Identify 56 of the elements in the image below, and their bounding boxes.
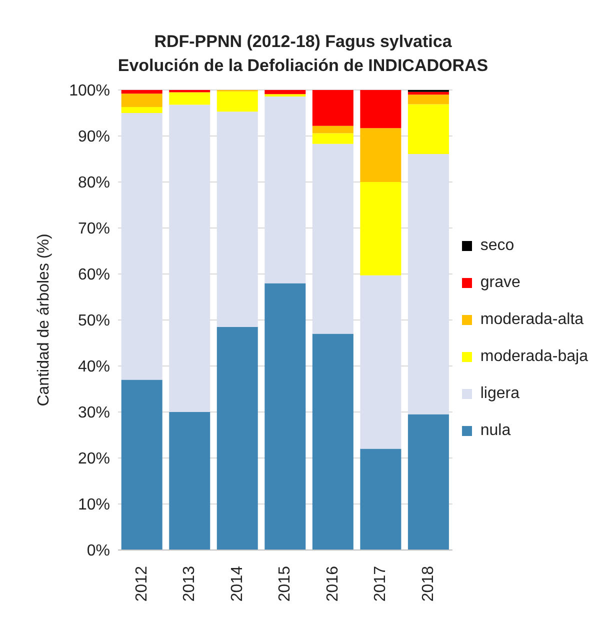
y-axis-title: Cantidad de árboles (%) <box>36 234 53 406</box>
legend-label: grave <box>480 274 520 292</box>
bar <box>121 113 162 380</box>
bar <box>408 92 449 95</box>
bar <box>312 90 354 126</box>
x-tick-label: 2012 <box>133 566 150 602</box>
x-tick-label: 2015 <box>276 566 294 602</box>
bar <box>312 126 354 134</box>
bar <box>121 107 162 113</box>
bar <box>169 104 210 412</box>
legend-label: seco <box>480 237 514 255</box>
y-tick-label: 0% <box>86 542 110 560</box>
bar <box>408 414 449 550</box>
bar <box>121 90 162 94</box>
bar <box>216 326 258 550</box>
y-tick-label: 70% <box>78 220 110 238</box>
y-tick-label: 40% <box>78 358 110 376</box>
x-tick-label: 2018 <box>420 566 437 602</box>
chart-title: RDF-PPNN (2012-18) Fagus sylvatica <box>153 31 453 53</box>
x-tick-label: 2013 <box>181 566 198 602</box>
bar <box>360 182 402 276</box>
legend-label: moderada-alta <box>480 311 584 329</box>
bar <box>121 94 162 108</box>
x-tick-label: 2014 <box>228 566 246 602</box>
x-tick-label: 2016 <box>324 566 342 602</box>
bar <box>312 334 354 550</box>
y-tick-label: 30% <box>78 404 110 422</box>
bar <box>312 144 354 334</box>
bar <box>408 104 449 154</box>
bar <box>121 380 162 550</box>
bar <box>360 448 402 550</box>
bar <box>216 91 258 112</box>
bar <box>264 90 306 94</box>
legend-label: nula <box>480 422 511 440</box>
x-tick-label: 2017 <box>372 566 390 602</box>
y-tick-label: 90% <box>78 128 110 146</box>
bar <box>360 275 402 449</box>
bar <box>216 112 258 327</box>
y-tick-label: 60% <box>78 266 110 284</box>
y-tick-label: 80% <box>78 174 110 192</box>
y-tick-label: 50% <box>78 312 110 330</box>
legend-label: ligera <box>480 385 520 403</box>
bar <box>408 154 449 414</box>
y-tick-label: 20% <box>78 450 110 468</box>
y-tick-label: 10% <box>78 496 110 514</box>
bar <box>264 283 306 550</box>
chart-subtitle: Evolución de la Defoliación de INDICADORAS <box>116 55 490 77</box>
bar <box>360 90 402 128</box>
y-tick-label: 100% <box>69 82 110 100</box>
bar <box>169 412 210 550</box>
bar <box>360 128 402 182</box>
bar <box>264 96 306 284</box>
bar <box>408 94 449 104</box>
bar <box>169 92 210 105</box>
legend-label: moderada-baja <box>480 348 588 366</box>
bar <box>312 133 354 144</box>
